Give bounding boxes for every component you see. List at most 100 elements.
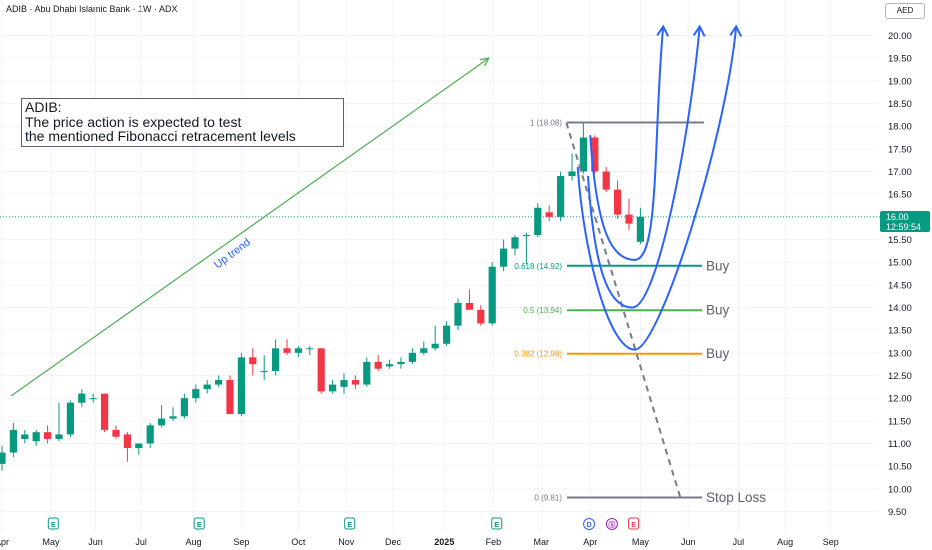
x-tick-label: Oct: [291, 537, 306, 547]
x-tick-label: Jun: [88, 537, 103, 547]
y-tick-label: 17.50: [888, 144, 912, 155]
candle-body: [591, 137, 599, 172]
candle-body: [226, 380, 234, 415]
event-marker-label: E: [631, 522, 636, 529]
dividend-marker[interactable]: [583, 518, 596, 530]
y-tick-label: 14.00: [888, 303, 912, 314]
y-tick-label: 20.00: [888, 31, 912, 42]
projection-arc-2[interactable]: [586, 26, 701, 309]
candle-body: [363, 361, 371, 385]
earnings-marker[interactable]: [628, 517, 640, 530]
candle-body: [283, 348, 291, 353]
x-tick-label: 2025: [434, 537, 454, 547]
y-tick-label: 12.00: [888, 394, 912, 405]
y-tick-label: 9.50: [888, 507, 907, 518]
candle-body: [465, 302, 473, 310]
candle-body: [397, 361, 405, 365]
y-tick-label: 10.50: [888, 462, 912, 473]
candle-body: [454, 302, 462, 326]
y-tick-label: 11.00: [888, 439, 911, 450]
candle-body: [123, 434, 131, 449]
trend-line[interactable]: [10, 57, 490, 397]
x-tick-label: Jul: [135, 537, 147, 547]
candle-body: [44, 432, 52, 439]
fib-signal-label: Buy: [706, 346, 730, 361]
fib-signal-label: Stop Loss: [706, 490, 766, 505]
candle-body: [101, 393, 109, 430]
earnings-marker[interactable]: [344, 517, 356, 530]
candle-body: [158, 418, 166, 426]
y-tick-label: 18.50: [888, 99, 912, 110]
fib-signal-label: Buy: [706, 303, 730, 318]
candle-body: [522, 234, 530, 236]
event-marker-label: E: [494, 522, 499, 529]
candle-body: [9, 429, 17, 453]
x-tick-label: Aug: [186, 537, 202, 547]
candle-body: [545, 212, 553, 217]
y-tick-label: 14.50: [888, 280, 912, 291]
y-tick-label: 15.00: [888, 258, 912, 269]
candle-body: [66, 402, 74, 435]
annotation-note[interactable]: ADIB: The price action is expected to te…: [21, 98, 344, 147]
candle-body: [192, 389, 200, 399]
currency-button[interactable]: AED: [885, 3, 925, 19]
chart-title: ADIB · Abu Dhabi Islamic Bank · 1W · ADX: [6, 4, 178, 14]
candle-body: [408, 352, 416, 362]
candle-body: [351, 380, 359, 385]
x-tick-label: Mar: [533, 537, 549, 547]
earnings-marker[interactable]: [47, 517, 59, 530]
candle-body: [237, 357, 245, 415]
candle-body: [488, 266, 496, 324]
event-marker-label: D: [587, 522, 592, 529]
bar-countdown: 12:59:54: [886, 222, 922, 232]
candle-body: [500, 248, 508, 267]
trend-label: Up trend: [212, 236, 253, 271]
candle-body: [625, 214, 633, 224]
fib-level-label: 0.382 (12.98): [514, 350, 562, 359]
candle-body: [21, 434, 29, 439]
split-marker[interactable]: [605, 518, 618, 530]
earnings-marker[interactable]: [193, 517, 205, 530]
candle-body: [215, 380, 223, 385]
annotation-line-2: The price action is expected to test: [25, 113, 242, 130]
candle-body: [55, 434, 63, 439]
projection-arc-1-arrow-head: [656, 24, 670, 37]
x-tick-label: Dec: [385, 537, 402, 547]
candle-body: [534, 207, 542, 235]
y-tick-label: 18.00: [888, 122, 912, 133]
y-tick-label: 11.50: [888, 416, 911, 427]
candle-body: [386, 364, 394, 367]
candle-body: [443, 325, 451, 344]
candle-body: [249, 357, 257, 365]
candle-body: [636, 216, 644, 242]
y-tick-label: 10.00: [888, 484, 912, 495]
x-tick-label: Feb: [486, 537, 502, 547]
event-marker-label: Ⓢ: [608, 520, 615, 529]
candle-body: [431, 343, 439, 349]
candle-body: [112, 429, 120, 437]
y-tick-label: 15.50: [888, 235, 912, 246]
x-tick-label: Aug: [777, 537, 793, 547]
annotation-line-3: the mentioned Fibonacci retracement leve…: [25, 128, 296, 144]
trend-arrow-head: [479, 57, 490, 67]
projection-arc-1[interactable]: [589, 26, 665, 261]
candle-body: [260, 370, 268, 372]
candle-body: [420, 348, 428, 353]
candle-body: [568, 171, 576, 177]
candle-body: [203, 384, 211, 390]
candle-body: [317, 348, 325, 392]
event-marker-label: E: [197, 522, 202, 529]
y-tick-label: 13.50: [888, 326, 912, 337]
candle-body: [374, 361, 382, 369]
x-tick-label: Apr: [0, 537, 9, 547]
y-tick-label: 16.50: [888, 190, 912, 201]
projection-arc-3[interactable]: [576, 26, 738, 351]
last-price-tag: 16.00 12:59:54: [880, 211, 930, 232]
candle-body: [135, 443, 143, 449]
candle-body: [614, 189, 622, 215]
candle-body: [180, 398, 188, 417]
candle-body: [579, 137, 587, 172]
earnings-marker[interactable]: [491, 517, 503, 530]
candle-body: [272, 348, 280, 371]
